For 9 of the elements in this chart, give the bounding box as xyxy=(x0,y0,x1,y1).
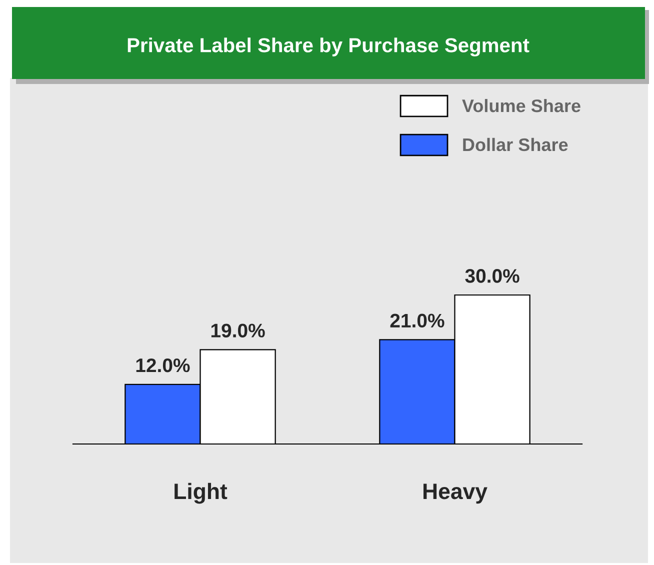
chart-title: Private Label Share by Purchase Segment xyxy=(128,38,530,56)
x-tick-label: Heavy xyxy=(423,484,488,504)
data-label: 12.0% xyxy=(136,358,190,372)
data-label: 21.0% xyxy=(390,314,444,328)
data-label: 30.0% xyxy=(465,269,520,283)
legend-label: Volume Share xyxy=(462,98,580,112)
data-label: 19.0% xyxy=(211,324,265,338)
x-tick-label: Light xyxy=(174,482,228,504)
legend-label: Dollar Share xyxy=(463,138,568,152)
